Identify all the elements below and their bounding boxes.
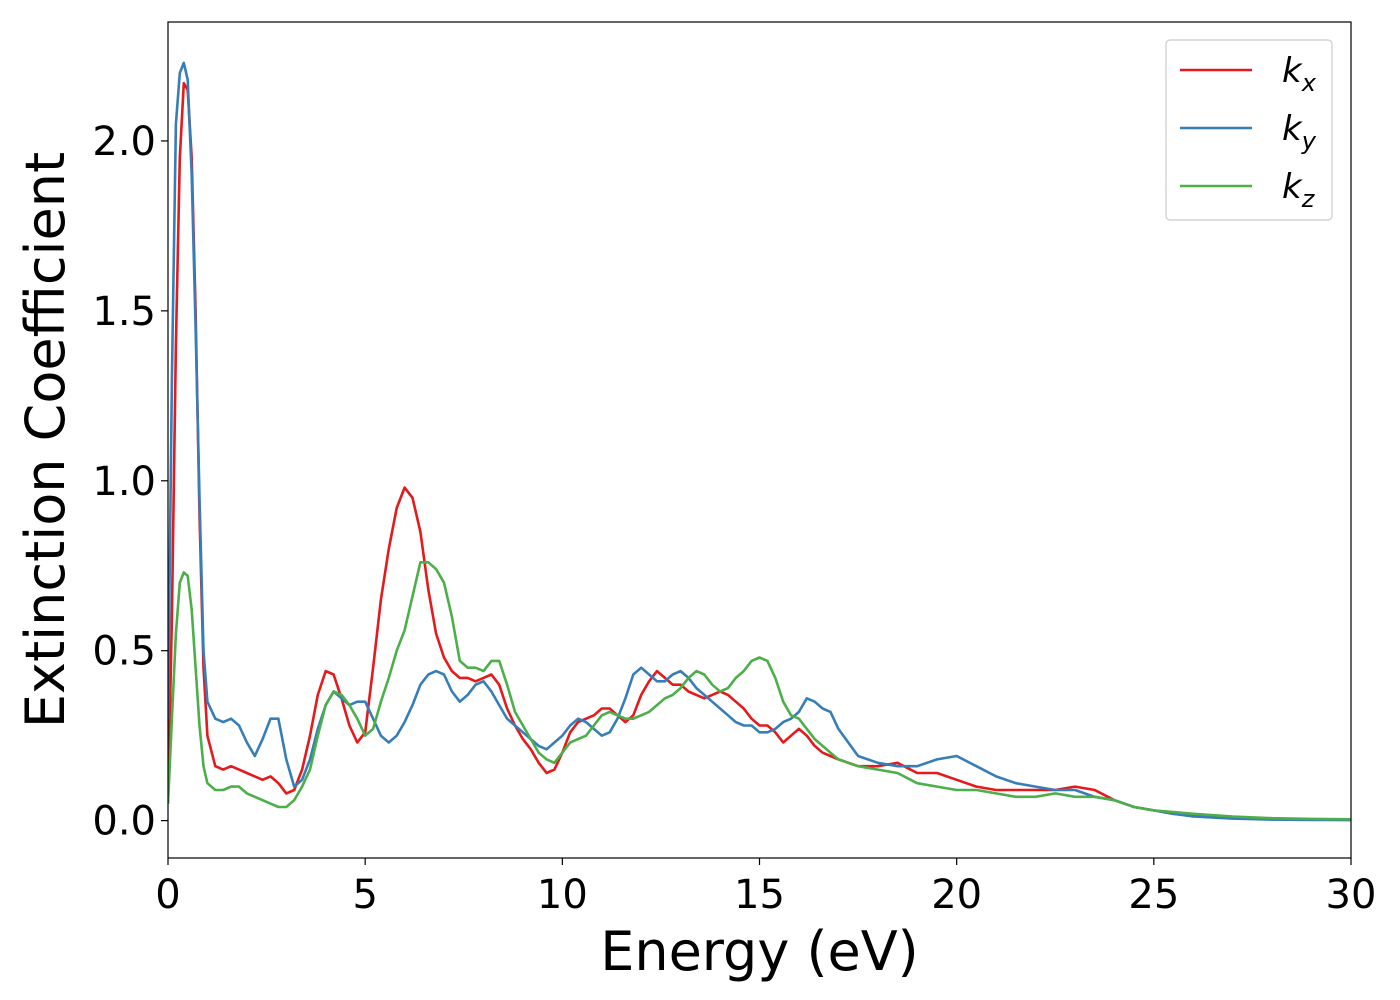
legend-entry-subscript: x xyxy=(1301,69,1317,97)
x-axis-title: Energy (eV) xyxy=(600,920,919,983)
x-tick-label: 25 xyxy=(1128,872,1179,918)
x-tick-label: 30 xyxy=(1326,872,1377,918)
x-tick-label: 0 xyxy=(155,872,180,918)
series-line-ky xyxy=(168,61,1351,822)
legend-entry-name: k xyxy=(1282,51,1303,91)
y-tick-label: 1.0 xyxy=(92,459,156,505)
series-line-kz xyxy=(168,560,1351,821)
y-tick-label: 0.0 xyxy=(92,799,156,845)
legend-entry-subscript: z xyxy=(1301,185,1316,213)
legend-entry: kz xyxy=(1282,167,1316,213)
y-axis-title: Extinction Coefficient xyxy=(14,152,77,728)
legend-box xyxy=(1165,39,1333,221)
y-axis: 0.0 0.5 1.0 1.5 2.0 xyxy=(92,119,168,845)
y-tick-label: 1.5 xyxy=(92,289,156,335)
y-tick-label: 0.5 xyxy=(92,629,156,675)
x-tick-label: 10 xyxy=(537,872,588,918)
x-tick-label: 15 xyxy=(734,872,785,918)
plot-area xyxy=(168,61,1351,822)
legend-entry-subscript: y xyxy=(1301,127,1317,155)
legend-entry-name: k xyxy=(1282,167,1303,207)
x-axis: 0 5 10 15 20 25 30 xyxy=(155,858,1376,918)
x-tick-label: 20 xyxy=(931,872,982,918)
legend-entry: kx xyxy=(1282,51,1317,97)
legend-entry-name: k xyxy=(1282,109,1303,149)
y-tick-label: 2.0 xyxy=(92,119,156,165)
x-tick-label: 5 xyxy=(352,872,377,918)
legend-entry: ky xyxy=(1282,109,1317,155)
